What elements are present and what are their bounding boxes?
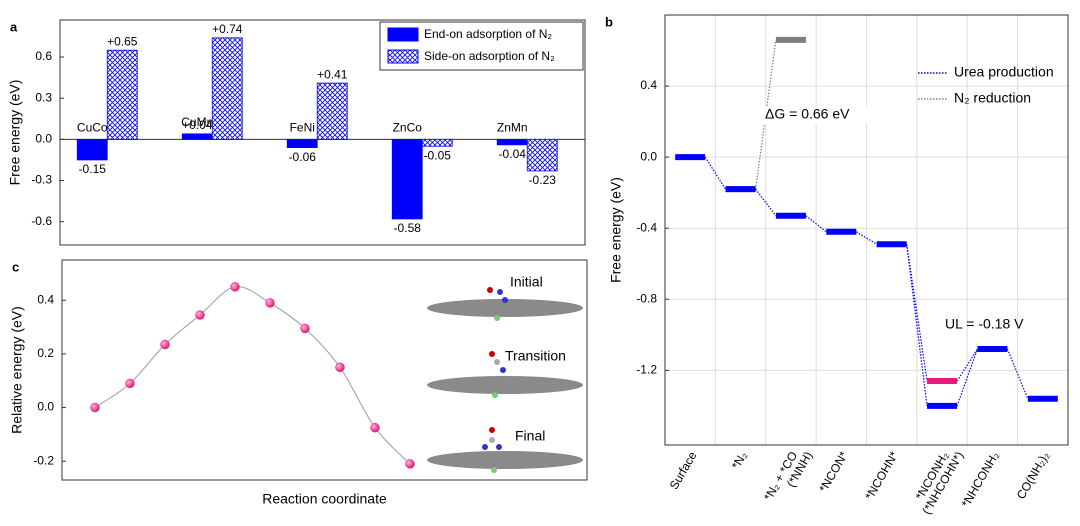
value-label: +0.04 [182,118,213,132]
annotation: Final [515,428,545,444]
annotation: Initial [510,274,543,290]
y-tick-label: 0.0 [37,400,54,414]
point [160,339,170,350]
legend-label: Urea production [954,64,1054,80]
connector [855,231,878,245]
y-tick-label: 0.0 [35,132,52,146]
annotation: UL = -0.18 V [945,316,1024,332]
value-label: +0.41 [317,67,348,81]
x-tick-label: *NCON* [816,449,851,495]
panel-label: c [12,259,19,274]
annotation-bg [760,106,870,124]
connector [956,348,979,407]
connector [805,215,827,233]
molecule-images [427,287,583,473]
plot-frame [59,19,586,246]
y-tick-label: 0.3 [35,90,52,104]
category-label: ZnMn [497,121,528,135]
point [125,378,135,389]
value-label: +0.74 [212,22,243,36]
y-axis-label: Free energy (eV) [7,80,23,186]
bar [421,138,453,147]
value-label: +0.65 [107,34,138,48]
connector [956,348,978,382]
connector [704,156,727,190]
bar [316,82,348,140]
y-tick-label: 0.6 [35,49,52,63]
x-axis-label: Reaction coordinate [262,491,387,507]
bar [526,138,558,172]
y-tick-label: 0.4 [37,292,54,306]
legend-label: Side-on adsorption of N₂ [424,49,555,63]
point [300,323,310,334]
y-tick-label: -0.4 [636,220,657,234]
annotation: ΔG = 0.66 eV [765,106,850,122]
legend-label: End-on adsorption of N₂ [424,27,552,41]
value-label: -0.23 [529,173,557,187]
value-label: -0.15 [79,162,107,176]
y-axis-label: Free energy (eV) [608,177,624,283]
value-label: -0.05 [424,148,452,162]
bar [496,138,528,146]
category-label: FeNi [290,121,315,135]
point [195,310,205,320]
x-tick-label: *NCOHN* [862,449,901,502]
bar [211,37,243,140]
y-tick-label: 0.2 [37,346,54,360]
bar [181,133,213,140]
y-tick-label: 0.4 [640,78,657,92]
y-tick-label: -0.3 [31,173,52,187]
y-tick-label: -0.8 [636,291,657,305]
bar [76,138,108,161]
legend-swatch [387,27,419,42]
connector [906,244,928,382]
x-tick-label: CO(NH₂)₂ [1014,449,1053,502]
x-tick-label: *N₂ [729,449,750,472]
bar [106,49,138,140]
panel-label: a [10,19,18,34]
category-label: CuCo [77,121,108,135]
connector [906,244,928,406]
category-label: CuMn [181,115,213,129]
legend-label: N₂ reduction [954,90,1031,106]
bar [286,138,318,148]
y-axis-label: Relative energy (eV) [9,306,25,434]
y-tick-label: -0.2 [33,453,54,467]
point [405,459,415,469]
point [335,362,345,373]
point [265,298,275,308]
panel-label: b [605,14,613,29]
y-tick-label: -0.6 [31,214,52,228]
bar [391,138,423,220]
energy-curve [94,286,411,465]
plot-frame [664,14,1069,446]
value-label: -0.58 [394,221,422,235]
value-label: -0.06 [289,150,317,164]
connector [755,188,777,217]
value-label: -0.04 [499,147,527,161]
y-tick-label: 0.0 [640,149,657,163]
x-tick-label: Surface [667,449,700,492]
y-tick-label: -1.2 [636,363,657,377]
category-label: ZnCo [393,121,423,135]
plot-frame [61,259,588,481]
point [230,282,240,292]
point [370,422,380,433]
legend-swatch [387,49,419,64]
point [90,402,100,413]
annotation: Transition [505,348,566,364]
